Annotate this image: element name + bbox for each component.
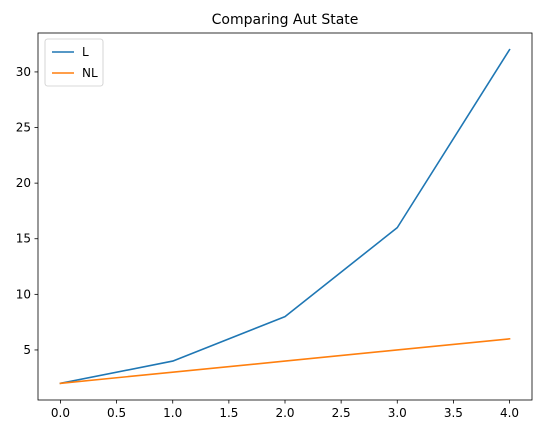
series-line-nl (59, 337, 511, 385)
x-tick-label: 3.5 (444, 406, 463, 420)
x-tick-label: 2.5 (332, 406, 351, 420)
plot-frame (37, 32, 533, 401)
y-tick-label: 5 (23, 343, 31, 357)
legend-label: L (82, 45, 89, 59)
x-tick-label: 4.0 (500, 406, 519, 420)
legend-box (44, 38, 104, 87)
legend: L NL (44, 38, 104, 87)
series-layer (59, 48, 511, 385)
y-tick-label: 15 (16, 232, 31, 246)
x-tick-label: 3.0 (388, 406, 407, 420)
y-tick-label: 30 (16, 65, 31, 79)
x-tick-label: 0.5 (107, 406, 126, 420)
x-tick-label: 2.0 (275, 406, 294, 420)
y-tick-label: 25 (16, 121, 31, 135)
y-axis: 5 10 15 20 25 30 (16, 65, 38, 357)
y-tick-label: 10 (16, 287, 31, 301)
legend-label: NL (82, 66, 98, 80)
x-tick-label: 1.0 (163, 406, 182, 420)
series-line-l (59, 48, 511, 385)
x-tick-label: 1.5 (219, 406, 238, 420)
chart-title: Comparing Aut State (212, 12, 359, 28)
y-tick-label: 20 (16, 176, 31, 190)
x-tick-label: 0.0 (51, 406, 70, 420)
x-axis: 0.0 0.5 1.0 1.5 2.0 2.5 3.0 3.5 4.0 (51, 400, 519, 420)
